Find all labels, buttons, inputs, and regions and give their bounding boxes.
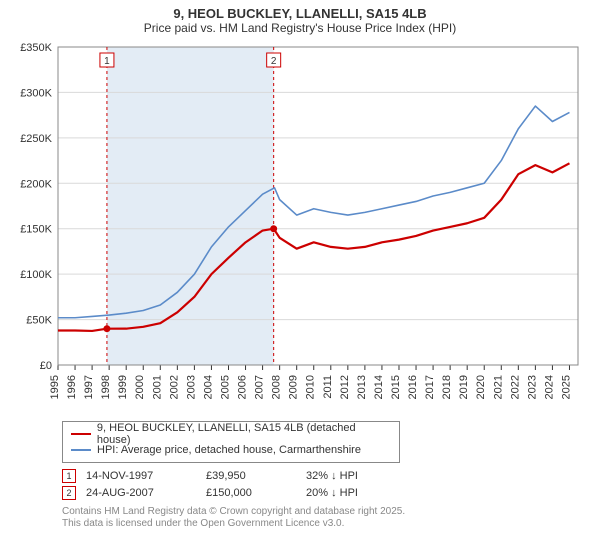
- svg-text:2001: 2001: [151, 375, 163, 399]
- svg-text:2: 2: [271, 56, 277, 67]
- legend-label: 9, HEOL BUCKLEY, LLANELLI, SA15 4LB (det…: [97, 422, 391, 446]
- svg-text:2003: 2003: [185, 375, 197, 399]
- svg-text:£250K: £250K: [20, 133, 52, 145]
- sale-diff: 20% ↓ HPI: [306, 487, 426, 499]
- title-subtitle: Price paid vs. HM Land Registry's House …: [0, 21, 600, 35]
- svg-text:2021: 2021: [492, 375, 504, 399]
- sale-marker: 2: [62, 486, 76, 500]
- svg-text:2025: 2025: [560, 375, 572, 399]
- legend-box: 9, HEOL BUCKLEY, LLANELLI, SA15 4LB (det…: [62, 421, 400, 463]
- svg-text:2000: 2000: [134, 375, 146, 399]
- legend-label: HPI: Average price, detached house, Carm…: [97, 444, 361, 456]
- svg-text:£200K: £200K: [20, 178, 52, 190]
- svg-text:2023: 2023: [526, 375, 538, 399]
- sale-diff: 32% ↓ HPI: [306, 470, 426, 482]
- copyright: Contains HM Land Registry data © Crown c…: [62, 506, 580, 530]
- sale-marker: 1: [62, 469, 76, 483]
- svg-text:2010: 2010: [305, 375, 317, 399]
- svg-text:1995: 1995: [49, 375, 61, 399]
- svg-text:2017: 2017: [424, 375, 436, 399]
- svg-text:£100K: £100K: [20, 269, 52, 281]
- copyright-line1: Contains HM Land Registry data © Crown c…: [62, 506, 580, 518]
- svg-text:£150K: £150K: [20, 224, 52, 236]
- svg-text:£300K: £300K: [20, 87, 52, 99]
- svg-text:2015: 2015: [390, 375, 402, 399]
- svg-text:£0: £0: [40, 360, 52, 372]
- legend-row: HPI: Average price, detached house, Carm…: [71, 442, 391, 458]
- chart-svg: £0 £50K £100K £150K £200K £250K £300K £350K 1995…: [10, 37, 590, 417]
- chart-area: £0 £50K £100K £150K £200K £250K £300K £350K 1995…: [10, 37, 590, 417]
- svg-text:1996: 1996: [66, 375, 78, 399]
- svg-text:1999: 1999: [117, 375, 129, 399]
- svg-text:2018: 2018: [441, 375, 453, 399]
- copyright-line2: This data is licensed under the Open Gov…: [62, 518, 580, 530]
- sale-date: 24-AUG-2007: [86, 487, 196, 499]
- title-address: 9, HEOL BUCKLEY, LLANELLI, SA15 4LB: [0, 6, 600, 21]
- svg-text:2004: 2004: [202, 375, 214, 399]
- sale-price: £150,000: [206, 487, 296, 499]
- svg-text:2007: 2007: [254, 375, 266, 399]
- sale-date: 14-NOV-1997: [86, 470, 196, 482]
- sale-row: 2 24-AUG-2007 £150,000 20% ↓ HPI: [62, 486, 580, 500]
- svg-text:1: 1: [104, 56, 110, 67]
- svg-text:2020: 2020: [475, 375, 487, 399]
- svg-text:2009: 2009: [288, 375, 300, 399]
- sale-row: 1 14-NOV-1997 £39,950 32% ↓ HPI: [62, 469, 580, 483]
- svg-text:2016: 2016: [407, 375, 419, 399]
- svg-text:£350K: £350K: [20, 42, 52, 54]
- svg-text:2022: 2022: [509, 375, 521, 399]
- svg-text:2008: 2008: [271, 375, 283, 399]
- svg-text:2012: 2012: [339, 375, 351, 399]
- svg-text:£50K: £50K: [26, 315, 52, 327]
- svg-text:2006: 2006: [237, 375, 249, 399]
- svg-text:2024: 2024: [543, 375, 555, 399]
- legend-swatch: [71, 433, 91, 435]
- svg-text:2002: 2002: [168, 375, 180, 399]
- footer: 9, HEOL BUCKLEY, LLANELLI, SA15 4LB (det…: [20, 421, 580, 530]
- chart-container: 9, HEOL BUCKLEY, LLANELLI, SA15 4LB Pric…: [0, 0, 600, 560]
- svg-text:2005: 2005: [219, 375, 231, 399]
- svg-text:1997: 1997: [83, 375, 95, 399]
- legend-row: 9, HEOL BUCKLEY, LLANELLI, SA15 4LB (det…: [71, 426, 391, 442]
- sale-price: £39,950: [206, 470, 296, 482]
- svg-text:2011: 2011: [322, 375, 334, 399]
- svg-text:2013: 2013: [356, 375, 368, 399]
- title-block: 9, HEOL BUCKLEY, LLANELLI, SA15 4LB Pric…: [0, 0, 600, 37]
- legend-swatch: [71, 449, 91, 451]
- svg-text:2014: 2014: [373, 375, 385, 399]
- svg-text:2019: 2019: [458, 375, 470, 399]
- svg-text:1998: 1998: [100, 375, 112, 399]
